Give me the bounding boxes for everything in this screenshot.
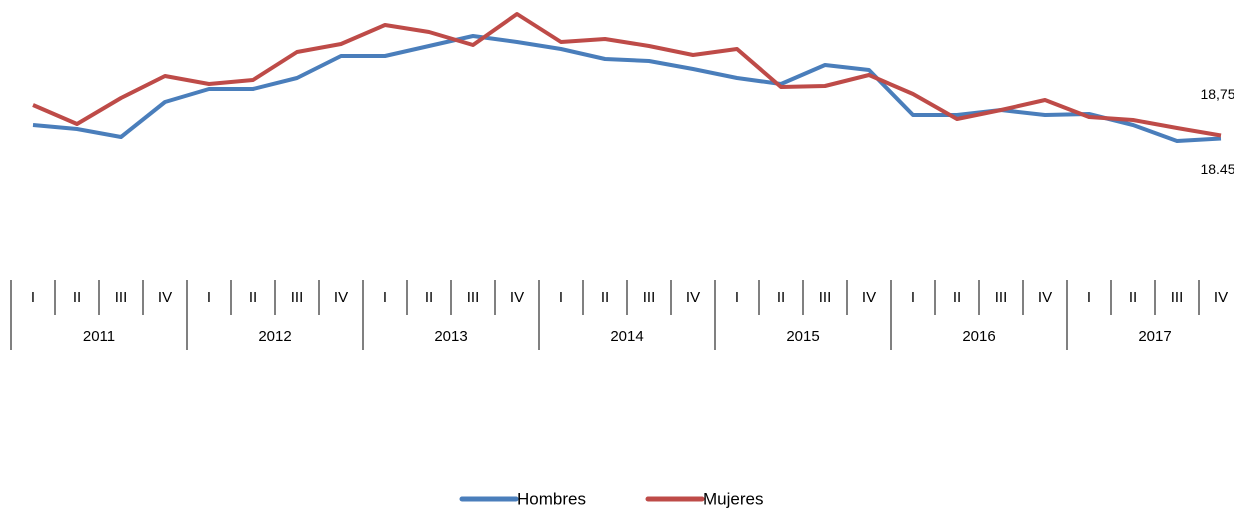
x-group-label: 2011 <box>83 328 115 345</box>
data-label: 18.45 <box>1200 161 1234 177</box>
x-tick-label: II <box>73 289 81 306</box>
x-tick-label: III <box>291 289 304 306</box>
x-tick-label: III <box>467 289 480 306</box>
legend-label: Mujeres <box>703 489 763 508</box>
x-tick-label: IV <box>1214 289 1228 306</box>
x-tick-label: I <box>735 289 739 306</box>
x-tick-label: I <box>1087 289 1091 306</box>
x-group-label: 2017 <box>1138 328 1171 345</box>
x-group-label: 2012 <box>258 328 291 345</box>
x-tick-label: IV <box>862 289 876 306</box>
x-tick-label: III <box>819 289 832 306</box>
x-tick-label: II <box>1129 289 1137 306</box>
x-group-label: 2013 <box>434 328 467 345</box>
x-tick-label: I <box>383 289 387 306</box>
x-group-label: 2014 <box>610 328 643 345</box>
x-tick-label: II <box>249 289 257 306</box>
x-tick-label: III <box>643 289 656 306</box>
x-tick-label: III <box>1171 289 1184 306</box>
legend-label: Hombres <box>517 489 586 508</box>
x-group-label: 2016 <box>962 328 995 345</box>
x-tick-label: III <box>995 289 1008 306</box>
x-tick-label: II <box>425 289 433 306</box>
x-tick-label: IV <box>1038 289 1052 306</box>
x-tick-label: IV <box>158 289 172 306</box>
data-label: 18,75 <box>1200 86 1234 102</box>
x-tick-label: II <box>601 289 609 306</box>
x-group-label: 2015 <box>786 328 819 345</box>
x-tick-label: III <box>115 289 128 306</box>
line-series <box>32 34 1222 143</box>
x-tick-label: I <box>559 289 563 306</box>
x-tick-label: I <box>31 289 35 306</box>
x-tick-label: IV <box>334 289 348 306</box>
x-tick-label: IV <box>686 289 700 306</box>
x-tick-label: II <box>953 289 961 306</box>
x-tick-label: I <box>911 289 915 306</box>
line-series <box>32 12 1222 138</box>
x-tick-label: IV <box>510 289 524 306</box>
x-tick-label: I <box>207 289 211 306</box>
x-tick-label: II <box>777 289 785 306</box>
